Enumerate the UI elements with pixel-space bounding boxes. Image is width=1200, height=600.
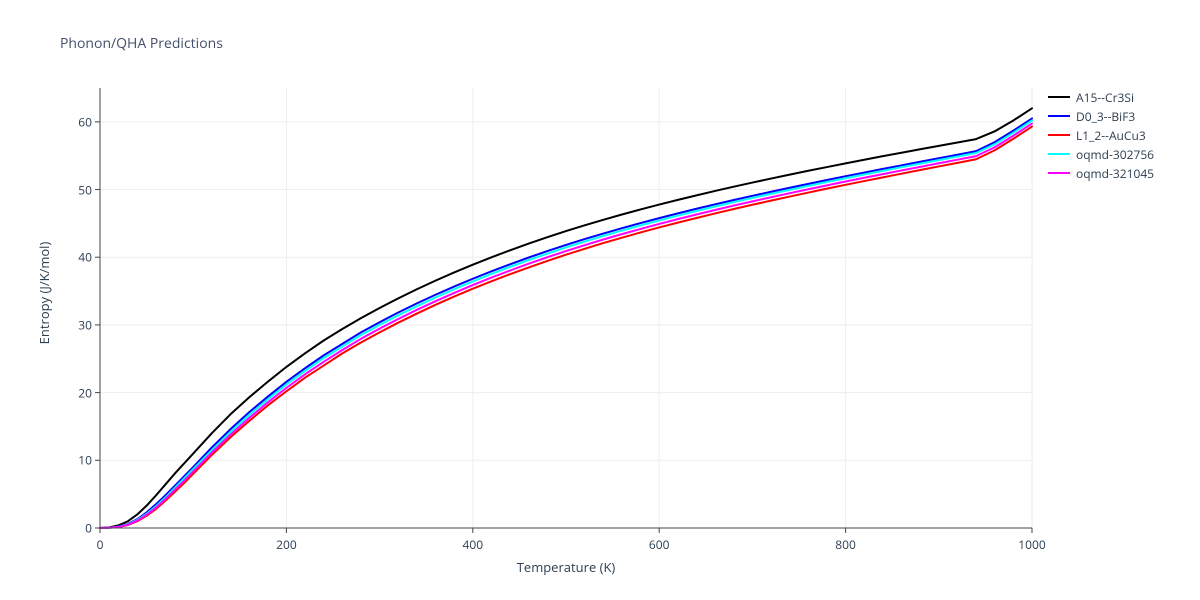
- y-tick-label: 60: [72, 113, 92, 130]
- legend-item[interactable]: D0_3--BiF3: [1048, 107, 1154, 125]
- legend: A15--Cr3Si D0_3--BiF3 L1_2--AuCu3 oqmd-3027…: [1048, 88, 1154, 183]
- series-line[interactable]: [100, 120, 1032, 528]
- legend-item[interactable]: oqmd-321045: [1048, 164, 1154, 182]
- y-tick-label: 50: [72, 181, 92, 198]
- x-tick-label: 800: [835, 536, 856, 553]
- x-tick-label: 0: [97, 536, 104, 553]
- legend-swatch: [1048, 153, 1070, 155]
- legend-label: oqmd-302756: [1076, 146, 1154, 163]
- legend-item[interactable]: L1_2--AuCu3: [1048, 126, 1154, 144]
- series-line[interactable]: [100, 118, 1032, 528]
- x-tick-label: 1000: [1018, 536, 1045, 553]
- y-tick-label: 0: [72, 520, 92, 537]
- x-tick-label: 400: [463, 536, 484, 553]
- legend-label: A15--Cr3Si: [1076, 89, 1134, 106]
- y-tick-label: 20: [72, 384, 92, 401]
- plot-area: [100, 88, 1032, 528]
- legend-swatch: [1048, 96, 1070, 98]
- legend-swatch: [1048, 134, 1070, 136]
- line-series-group: [100, 108, 1032, 528]
- series-line[interactable]: [100, 124, 1032, 528]
- y-tick-label: 40: [72, 249, 92, 266]
- chart-container: Phonon/QHA Predictions 02004006008001000…: [0, 0, 1200, 600]
- x-axis-label: Temperature (K): [506, 558, 626, 576]
- legend-label: D0_3--BiF3: [1076, 108, 1135, 125]
- legend-label: oqmd-321045: [1076, 165, 1154, 182]
- y-tick-label: 30: [72, 316, 92, 333]
- x-tick-label: 600: [649, 536, 670, 553]
- legend-label: L1_2--AuCu3: [1076, 127, 1146, 144]
- legend-item[interactable]: A15--Cr3Si: [1048, 88, 1154, 106]
- series-line[interactable]: [100, 127, 1032, 528]
- y-tick-label: 10: [72, 452, 92, 469]
- legend-swatch: [1048, 115, 1070, 117]
- legend-item[interactable]: oqmd-302756: [1048, 145, 1154, 163]
- legend-swatch: [1048, 172, 1070, 174]
- x-tick-label: 200: [276, 536, 297, 553]
- chart-title: Phonon/QHA Predictions: [60, 34, 223, 53]
- y-axis-label: Entropy (J/K/mol): [35, 223, 53, 363]
